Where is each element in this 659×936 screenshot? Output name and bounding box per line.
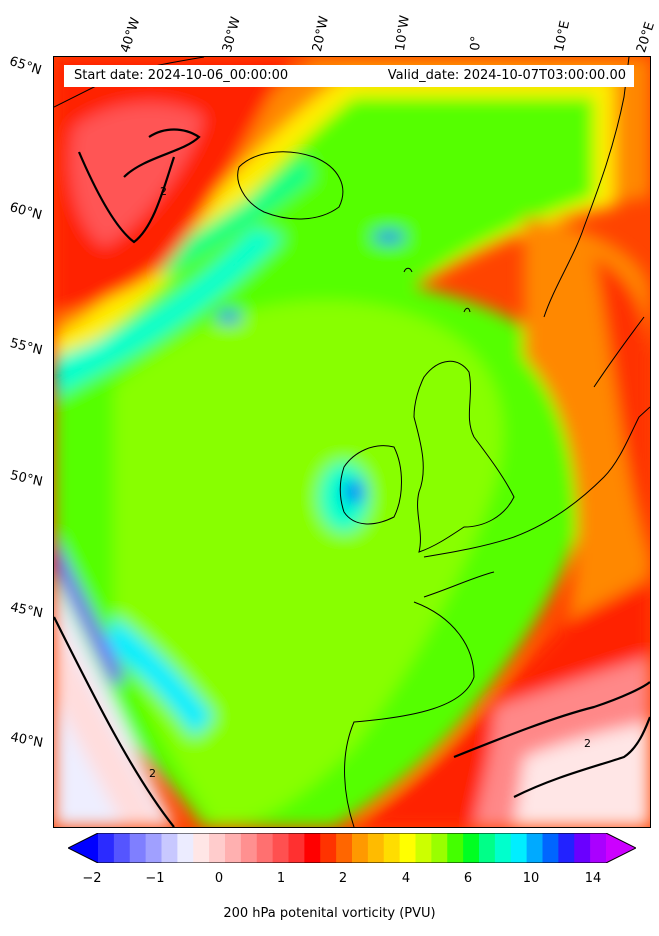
colorbar-tick-14: 14 [584, 871, 602, 886]
contour-sw [54, 616, 175, 827]
pv-map: 2 2 2 Start date: 2024-10-06_00:00:00 Va… [53, 56, 651, 828]
colorbar-tick-6: 6 [463, 871, 473, 886]
colorbar-cell [256, 833, 274, 863]
colorbar-cell [463, 833, 480, 863]
colorbar-tick-4: 4 [401, 871, 411, 886]
colorbar-tick-0: 0 [214, 871, 224, 886]
contour-label-se: 2 [584, 737, 591, 750]
lat-label-50n: 50°N [8, 468, 44, 490]
lat-label-55n: 55°N [8, 336, 44, 359]
colorbar-cell [129, 833, 147, 863]
colorbar-extend-high [606, 833, 636, 863]
start-date-text: Start date: 2024-10-06_00:00:00 [74, 68, 289, 83]
lat-label-60n: 60°N [7, 200, 44, 224]
colorbar-cell [288, 833, 305, 863]
colorbar-cell [526, 833, 543, 863]
coastline-brittany [423, 571, 495, 598]
contour-nw-1 [77, 151, 176, 244]
coastline-great-britain [413, 360, 515, 553]
colorbar-tick-10: 10 [522, 871, 540, 886]
lat-label-40n: 40°N [9, 730, 45, 751]
colorbar-cell [113, 833, 131, 863]
lon-label-20w: 20°W [310, 14, 333, 54]
coastline-iceland [237, 151, 344, 220]
coastline-shetland [463, 307, 471, 313]
contour-nw-2 [123, 128, 201, 178]
lon-label-10w: 10°W [393, 14, 413, 53]
colorbar-tick-1: 1 [276, 871, 286, 886]
colorbar-cell [558, 833, 575, 863]
lon-label-30w: 30°W [220, 15, 244, 54]
colorbar-cell [494, 833, 512, 863]
contour-se-1 [453, 681, 650, 759]
colorbar-cell [367, 833, 385, 863]
colorbar-cell [209, 833, 226, 863]
colorbar-cell [383, 833, 401, 863]
colorbar-cell [447, 833, 464, 863]
pv-contours [54, 128, 650, 827]
colorbar-tick-2: 2 [338, 871, 348, 886]
colorbar-extend-low [68, 833, 98, 863]
valid-date-text: Valid_date: 2024-10-07T03:00:00.00 [387, 68, 626, 83]
contour-label-sw: 2 [149, 767, 156, 780]
lat-label-45n: 45°N [8, 600, 45, 622]
colorbar-tick-m1: −1 [145, 871, 165, 886]
coastline-ireland [339, 445, 402, 525]
colorbar-cell [510, 833, 528, 863]
coastline-sweden [593, 316, 645, 388]
date-bar: Start date: 2024-10-06_00:00:00 Valid_da… [64, 65, 634, 87]
colorbar-cell [193, 833, 210, 863]
colorbar-cell [399, 833, 416, 863]
colorbar-cell [336, 833, 353, 863]
lat-label-65n: 65°N [7, 54, 44, 79]
colorbar-cell [145, 833, 162, 863]
lon-label-40w: 40°W [118, 15, 144, 55]
colorbar-cells [68, 833, 636, 863]
contour-label-nw: 2 [160, 185, 167, 198]
colorbar-cell [225, 833, 242, 863]
coastline-europe-north [423, 406, 650, 558]
colorbar-cell [177, 833, 194, 863]
coastline-iberia [344, 601, 475, 827]
colorbar-tick-m2: −2 [82, 871, 102, 886]
colorbar-cell [320, 833, 337, 863]
colorbar-cell [272, 833, 289, 863]
colorbar-cell [590, 833, 607, 863]
colorbar-cell [98, 833, 115, 863]
colorbar-cell [574, 833, 591, 863]
colorbar-cell [352, 833, 369, 863]
pv-shading [54, 57, 650, 827]
colorbar-cell [161, 833, 178, 863]
lon-label-20e: 20°E [634, 20, 658, 55]
colorbar-label: 200 hPa potenital vorticity (PVU) [223, 906, 436, 921]
colorbar-cell [542, 833, 559, 863]
coastline-norway [543, 57, 630, 318]
colorbar-cell [415, 833, 432, 863]
pv-field: 2 2 2 [54, 57, 650, 827]
lon-label-0: 0° [468, 35, 485, 52]
contour-se-2 [513, 716, 650, 798]
lon-label-10e: 10°E [552, 19, 574, 54]
coastline-faroes [403, 267, 413, 273]
colorbar-cell [240, 833, 258, 863]
colorbar-cell [304, 833, 321, 863]
colorbar-cell [479, 833, 496, 863]
colorbar-cell [431, 833, 448, 863]
colorbar [68, 833, 636, 863]
